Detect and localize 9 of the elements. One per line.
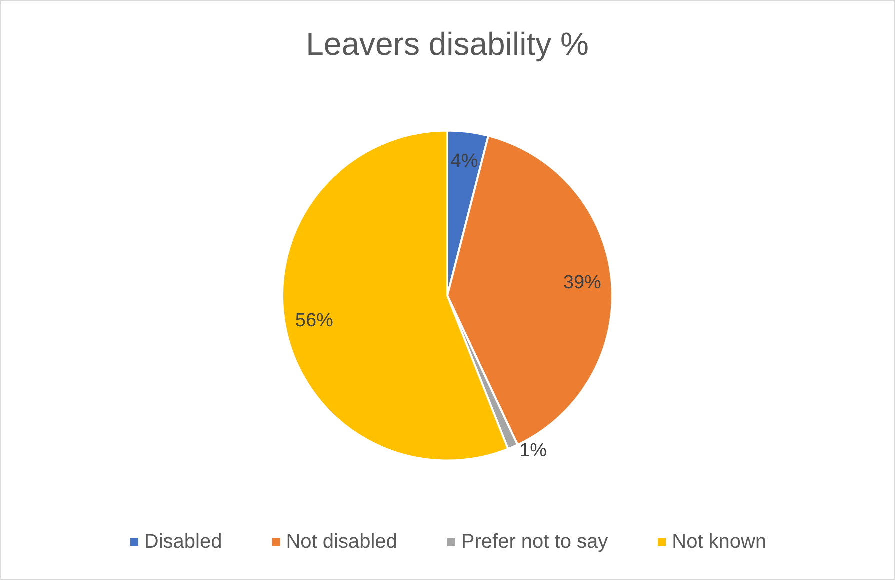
legend-label: Prefer not to say	[461, 531, 608, 553]
data-label: 39%	[563, 272, 602, 294]
legend-label: Not disabled	[286, 531, 398, 553]
legend-label: Not known	[672, 531, 767, 553]
data-label: 56%	[295, 310, 334, 332]
legend-label: Disabled	[144, 531, 222, 553]
data-label: 1%	[520, 440, 548, 462]
data-label: 4%	[450, 150, 478, 172]
chart-title: Leavers disability %	[306, 26, 589, 62]
